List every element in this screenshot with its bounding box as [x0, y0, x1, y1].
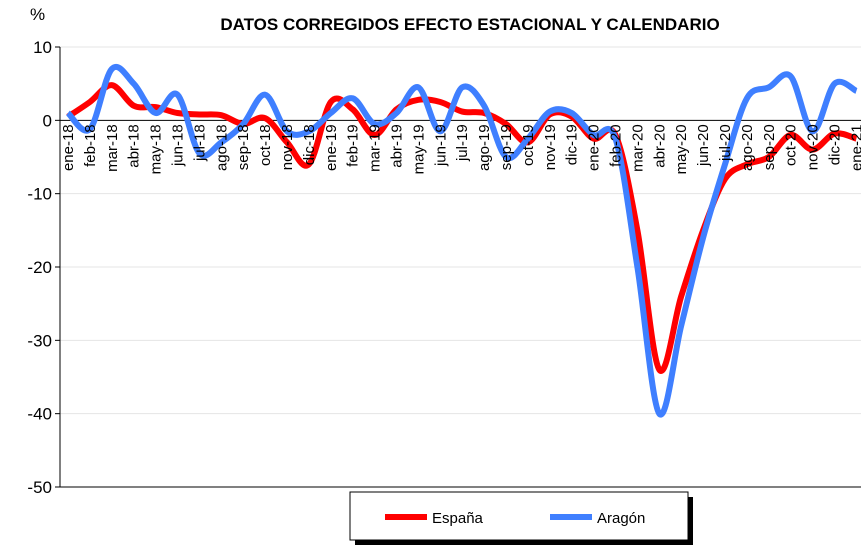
- y-tick-label: -10: [27, 185, 52, 204]
- x-tick-label: ene-19: [323, 124, 340, 171]
- x-tick-label: nov-20: [805, 124, 822, 170]
- x-tick-label: may-20: [673, 124, 690, 174]
- x-tick-label: may-18: [148, 124, 165, 174]
- legend-label: España: [432, 510, 484, 527]
- y-tick-label: 0: [43, 111, 52, 130]
- x-tick-label: feb-20: [608, 124, 625, 167]
- y-tick-label: 10: [33, 38, 52, 57]
- x-tick-label: sep-20: [761, 124, 778, 170]
- x-tick-label: ago-20: [739, 124, 756, 171]
- x-tick-label: feb-19: [345, 124, 362, 167]
- x-tick-label: sep-18: [235, 124, 252, 170]
- x-tick-label: jun-18: [170, 124, 187, 167]
- y-axis-label: %: [30, 5, 45, 24]
- x-tick-label: may-19: [410, 124, 427, 174]
- x-tick-label: dic-19: [564, 124, 581, 165]
- series-line: [66, 82, 858, 374]
- x-tick-label: oct-19: [520, 124, 537, 166]
- x-tick-label: jul-18: [191, 124, 208, 162]
- x-tick-label: oct-18: [257, 124, 274, 166]
- x-tick-label: abr-18: [126, 124, 143, 167]
- x-tick-label: oct-20: [783, 124, 800, 166]
- x-tick-label: abr-19: [389, 124, 406, 167]
- x-tick-label: nov-19: [542, 124, 559, 170]
- x-tick-label: ago-19: [476, 124, 493, 171]
- x-tick-label: dic-20: [827, 124, 844, 165]
- x-tick-label: feb-18: [82, 124, 99, 167]
- y-tick-label: -20: [27, 258, 52, 277]
- x-tick-label: ene-21: [848, 124, 861, 171]
- legend-label: Aragón: [597, 510, 645, 527]
- x-tick-label: ago-18: [213, 124, 230, 171]
- x-tick-label: sep-19: [498, 124, 515, 170]
- x-tick-label: mar-18: [104, 124, 121, 172]
- x-tick-label: mar-20: [629, 124, 646, 172]
- y-tick-label: -30: [27, 331, 52, 350]
- series-line: [65, 64, 858, 418]
- x-tick-label: nov-18: [279, 124, 296, 170]
- x-tick-label: jul-19: [454, 124, 471, 162]
- x-tick-label: ene-20: [586, 124, 603, 171]
- x-tick-label: jun-20: [695, 124, 712, 167]
- x-tick-label: abr-20: [651, 124, 668, 167]
- x-tick-label: ene-18: [60, 124, 77, 171]
- y-tick-label: -40: [27, 405, 52, 424]
- chart-title: DATOS CORREGIDOS EFECTO ESTACIONAL Y CAL…: [220, 15, 719, 34]
- y-tick-label: -50: [27, 478, 52, 497]
- x-tick-label: jun-19: [432, 124, 449, 167]
- x-tick-label: jul-20: [717, 124, 734, 162]
- x-tick-label: mar-19: [367, 124, 384, 172]
- x-tick-label: dic-18: [301, 124, 318, 165]
